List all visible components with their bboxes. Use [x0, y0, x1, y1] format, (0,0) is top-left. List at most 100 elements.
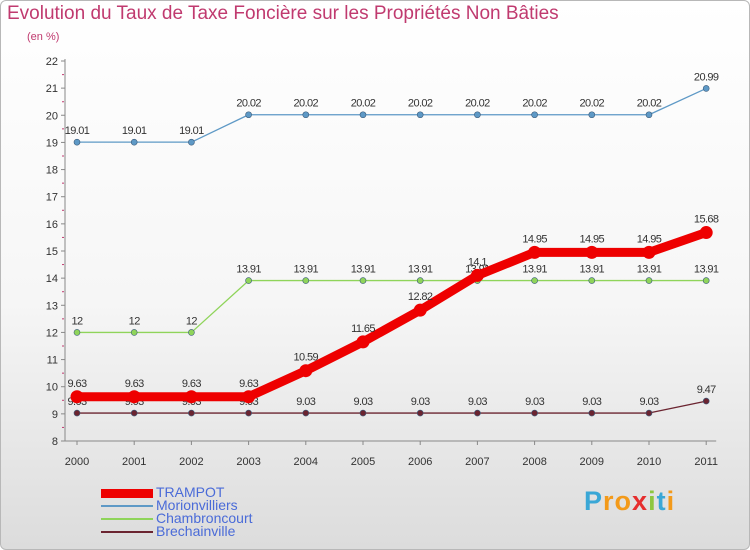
- data-label-brechainville: 9.03: [639, 396, 658, 408]
- data-label-morionvilliers: 20.02: [236, 98, 261, 110]
- logo-letter: r: [603, 486, 615, 516]
- data-point-brechainville: [302, 409, 310, 417]
- y-tick-label: 18: [46, 165, 58, 177]
- data-point-chambroncourt: [302, 277, 310, 284]
- chart-title: Evolution du Taux de Taxe Foncière sur l…: [7, 3, 559, 24]
- data-point-brechainville: [416, 409, 424, 417]
- data-point-morionvilliers: [474, 111, 481, 119]
- data-point-brechainville: [245, 409, 252, 417]
- y-tick-label: 16: [46, 219, 58, 231]
- data-label-chambroncourt: 13.91: [522, 264, 547, 276]
- data-point-morionvilliers: [188, 138, 195, 146]
- y-tick-label: 8: [52, 436, 58, 448]
- logo-letter: x: [632, 486, 649, 516]
- y-tick-label: 11: [47, 355, 58, 367]
- data-label-brechainville: 9.03: [525, 396, 544, 408]
- legend-label: Morionvilliers: [156, 497, 238, 513]
- logo-letter: o: [614, 486, 633, 516]
- data-label-trampot: 14.95: [522, 233, 547, 245]
- data-point-chambroncourt: [531, 277, 538, 284]
- data-label-morionvilliers: 19.01: [179, 125, 204, 137]
- legend-swatch: [101, 489, 153, 498]
- data-point-trampot: [184, 390, 198, 404]
- data-point-brechainville: [531, 409, 538, 417]
- data-point-morionvilliers: [73, 138, 81, 146]
- y-tick-label: 19: [46, 137, 58, 149]
- logo-letter: P: [584, 486, 604, 516]
- x-tick-label: 2000: [65, 456, 89, 468]
- x-tick-label: 2005: [351, 456, 375, 468]
- x-tick-label: 2006: [408, 456, 432, 468]
- data-point-morionvilliers: [359, 111, 367, 119]
- data-point-brechainville: [474, 409, 481, 417]
- y-tick-label: 13: [46, 300, 58, 312]
- legend-swatch: [101, 505, 153, 507]
- data-point-trampot: [299, 364, 313, 378]
- legend-label: TRAMPOT: [156, 484, 225, 500]
- x-tick-label: 2011: [694, 456, 718, 468]
- y-tick-label: 10: [46, 382, 58, 394]
- data-label-brechainville: 9.03: [296, 396, 315, 408]
- data-label-chambroncourt: 13.91: [351, 264, 376, 276]
- data-label-chambroncourt: 12: [129, 315, 141, 327]
- logo-letter: i: [666, 486, 676, 516]
- x-tick-label: 2007: [465, 456, 489, 468]
- legend-swatch: [101, 518, 153, 520]
- data-point-chambroncourt: [416, 277, 424, 284]
- data-point-brechainville: [588, 409, 596, 417]
- data-label-chambroncourt: 13.91: [294, 264, 319, 276]
- data-label-trampot: 9.63: [182, 378, 201, 390]
- data-point-brechainville: [359, 409, 367, 417]
- data-point-trampot: [642, 245, 656, 259]
- x-tick-label: 2001: [122, 456, 146, 468]
- data-point-morionvilliers: [588, 111, 596, 119]
- y-tick-label: 20: [46, 110, 58, 122]
- data-label-morionvilliers: 20.02: [580, 98, 605, 110]
- data-label-morionvilliers: 20.02: [465, 98, 490, 110]
- y-tick-label: 17: [46, 192, 58, 204]
- series-line-trampot: [72, 228, 711, 402]
- legend-label: Chambroncourt: [156, 510, 253, 526]
- data-label-chambroncourt: 13.91: [694, 264, 719, 276]
- x-tick-label: 2009: [580, 456, 604, 468]
- data-point-morionvilliers: [531, 111, 538, 119]
- data-point-trampot: [470, 268, 484, 282]
- x-tick-label: 2010: [637, 456, 661, 468]
- data-point-brechainville: [645, 409, 653, 417]
- x-tick-label: 2002: [179, 456, 203, 468]
- data-point-trampot: [413, 303, 427, 317]
- data-label-trampot: 9.63: [239, 378, 258, 390]
- data-point-chambroncourt: [359, 277, 367, 284]
- data-label-morionvilliers: 20.02: [351, 98, 376, 110]
- y-tick-label: 21: [46, 83, 58, 95]
- data-point-brechainville: [73, 409, 81, 417]
- data-label-morionvilliers: 19.01: [122, 125, 147, 137]
- y-unit-label: (en %): [27, 31, 60, 43]
- data-point-trampot: [528, 245, 542, 259]
- data-point-trampot: [356, 335, 370, 349]
- data-point-trampot: [242, 390, 256, 404]
- data-label-brechainville: 9.03: [468, 396, 487, 408]
- data-point-trampot: [699, 226, 713, 240]
- data-label-trampot: 9.63: [67, 378, 86, 390]
- logo-letter: t: [656, 486, 667, 516]
- data-point-brechainville: [130, 409, 138, 417]
- data-label-trampot: 14.95: [580, 233, 605, 245]
- y-tick-label: 9: [52, 409, 58, 421]
- x-tick-label: 2008: [522, 456, 546, 468]
- data-point-morionvilliers: [416, 111, 424, 119]
- logo-letter: i: [648, 486, 657, 516]
- data-point-chambroncourt: [645, 277, 653, 284]
- data-label-morionvilliers: 20.02: [294, 98, 319, 110]
- data-point-chambroncourt: [73, 329, 81, 336]
- data-label-morionvilliers: 20.99: [694, 71, 719, 83]
- data-label-trampot: 11.65: [351, 323, 375, 335]
- series-line-morionvilliers: [76, 87, 707, 143]
- data-point-chambroncourt: [245, 277, 252, 284]
- data-point-brechainville: [702, 397, 710, 405]
- data-point-brechainville: [188, 409, 195, 417]
- data-label-morionvilliers: 20.02: [522, 98, 547, 110]
- proxiti-logo: Proxiti: [584, 486, 675, 517]
- data-label-brechainville: 9.03: [353, 396, 372, 408]
